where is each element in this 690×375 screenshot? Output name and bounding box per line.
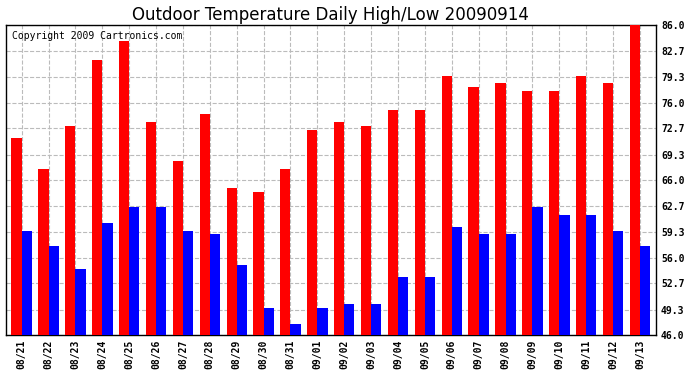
Bar: [469, 87, 479, 335]
Bar: [586, 215, 596, 335]
Bar: [398, 277, 408, 335]
Bar: [560, 215, 569, 335]
Bar: [75, 269, 86, 335]
Bar: [533, 207, 542, 335]
Bar: [479, 234, 489, 335]
Bar: [388, 110, 398, 335]
Bar: [630, 25, 640, 335]
Bar: [344, 304, 355, 335]
Bar: [361, 126, 371, 335]
Bar: [613, 231, 623, 335]
Bar: [452, 226, 462, 335]
Bar: [183, 231, 193, 335]
Bar: [549, 91, 560, 335]
Bar: [48, 246, 59, 335]
Bar: [442, 75, 452, 335]
Bar: [199, 114, 210, 335]
Bar: [264, 308, 274, 335]
Bar: [603, 83, 613, 335]
Bar: [39, 168, 48, 335]
Bar: [522, 91, 533, 335]
Bar: [317, 308, 328, 335]
Bar: [226, 188, 237, 335]
Bar: [334, 122, 344, 335]
Bar: [92, 60, 102, 335]
Bar: [576, 75, 586, 335]
Bar: [253, 192, 264, 335]
Bar: [12, 138, 21, 335]
Bar: [495, 83, 506, 335]
Bar: [307, 130, 317, 335]
Bar: [146, 122, 156, 335]
Bar: [280, 168, 290, 335]
Text: Copyright 2009 Cartronics.com: Copyright 2009 Cartronics.com: [12, 32, 182, 41]
Bar: [172, 161, 183, 335]
Bar: [237, 266, 247, 335]
Bar: [119, 40, 129, 335]
Bar: [425, 277, 435, 335]
Bar: [290, 324, 301, 335]
Bar: [415, 110, 425, 335]
Bar: [129, 207, 139, 335]
Bar: [371, 304, 382, 335]
Bar: [156, 207, 166, 335]
Bar: [210, 234, 220, 335]
Bar: [506, 234, 515, 335]
Title: Outdoor Temperature Daily High/Low 20090914: Outdoor Temperature Daily High/Low 20090…: [132, 6, 529, 24]
Bar: [21, 231, 32, 335]
Bar: [66, 126, 75, 335]
Bar: [640, 246, 650, 335]
Bar: [102, 223, 112, 335]
